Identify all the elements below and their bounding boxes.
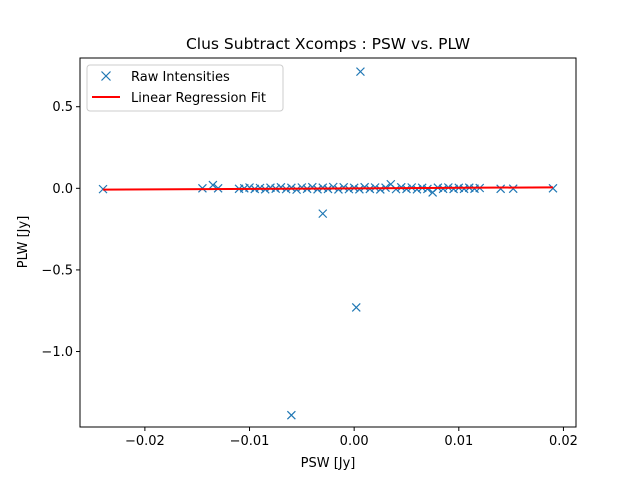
data-point-stroke (356, 67, 365, 77)
data-point-stroke (328, 182, 338, 192)
y-axis-label: PLW [Jy] (16, 216, 31, 269)
data-point (496, 184, 506, 194)
y-tick-label: −0.5 (41, 263, 73, 278)
x-axis-label: PSW [Jy] (301, 456, 356, 471)
x-tick-label: 0.00 (340, 434, 369, 449)
data-point-stroke (297, 183, 307, 192)
legend-label-linear-fit: Linear Regression Fit (131, 91, 266, 106)
x-tick-label: −0.02 (125, 434, 165, 449)
data-point (318, 209, 328, 219)
data-point-stroke (375, 185, 385, 194)
data-point-stroke (276, 182, 286, 192)
legend-marker-raw-intensities (101, 71, 111, 81)
x-tick-label: 0.01 (444, 434, 473, 449)
data-point (276, 182, 286, 192)
data-point (266, 183, 275, 193)
legend: Raw Intensities Linear Regression Fit (86, 64, 284, 112)
data-point-stroke (266, 183, 275, 193)
data-point-stroke (286, 410, 296, 420)
data-point-stroke (360, 182, 370, 192)
data-point (208, 180, 218, 190)
y-tick-label: 0.5 (52, 100, 73, 115)
regression-line (103, 186, 553, 191)
x-tick-label: 0.02 (549, 434, 578, 449)
y-axis-ticks: 0.5 0.0 −0.5 −1.0 (41, 100, 80, 360)
data-point (286, 410, 296, 420)
data-point (412, 184, 422, 194)
data-point (297, 183, 307, 192)
y-tick-label: −1.0 (41, 345, 73, 360)
legend-box (86, 64, 284, 112)
data-point-stroke (351, 303, 361, 312)
x-tick-label: −0.01 (230, 434, 270, 449)
data-point (328, 182, 338, 192)
data-point (360, 182, 370, 192)
data-point (351, 303, 361, 312)
data-point-stroke (412, 184, 422, 194)
data-point-stroke (318, 209, 328, 219)
y-tick-label: 0.0 (52, 182, 73, 197)
data-point (334, 185, 343, 194)
data-point-stroke (208, 180, 218, 190)
data-point-stroke (307, 182, 317, 192)
data-point (449, 184, 458, 194)
x-axis-ticks: −0.02 −0.01 0.00 0.01 0.02 (125, 427, 578, 449)
data-point (245, 183, 254, 192)
chart-title: Clus Subtract Xcomps : PSW vs. PLW (186, 35, 470, 53)
data-point (356, 67, 365, 77)
data-point (307, 182, 317, 192)
legend-label-raw-intensities: Raw Intensities (131, 70, 230, 85)
data-point (339, 182, 349, 192)
data-point-stroke (496, 184, 506, 194)
data-point (459, 184, 469, 194)
data-point (375, 185, 385, 194)
data-point-stroke (449, 184, 458, 194)
data-point-stroke (334, 185, 343, 194)
plot-frame (79, 57, 577, 428)
data-point-stroke (386, 179, 396, 189)
fit-layer (103, 186, 553, 191)
data-point-stroke (339, 182, 349, 192)
data-point-stroke (508, 184, 518, 194)
data-point-stroke (245, 183, 254, 192)
data-point (508, 184, 518, 194)
data-point-stroke (459, 184, 469, 194)
